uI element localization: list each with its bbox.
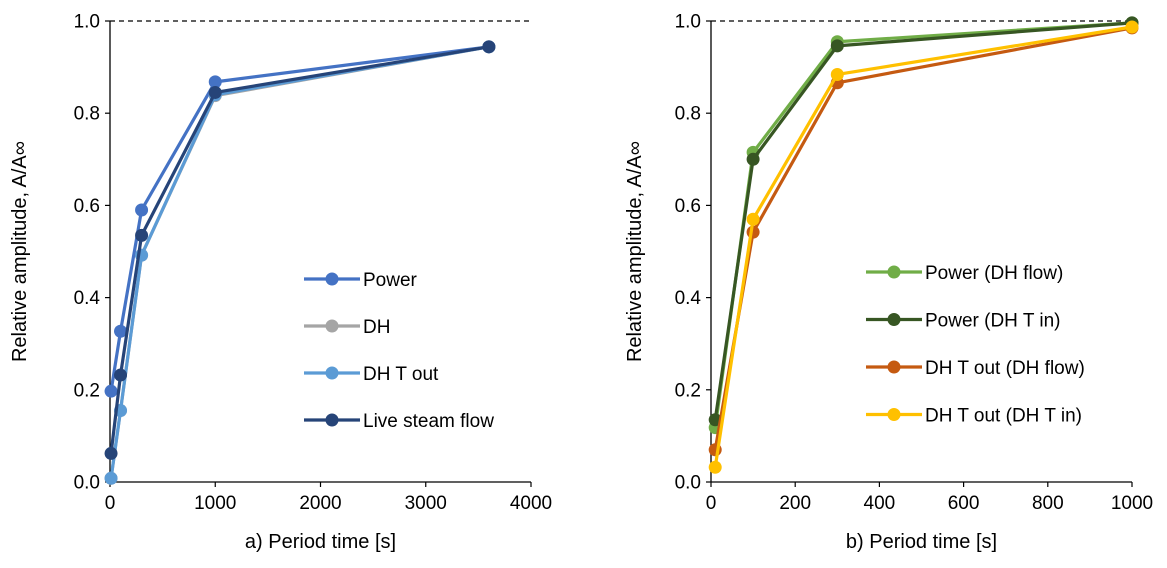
y-tick-label: 0.4: [675, 288, 702, 309]
chart-panel-a: 0.0 0.2 0.4 0.6 0.8 1.0 0 1000 2000 3000 4000 a) Pe…: [9, 12, 552, 554]
legend-swatch-marker: [887, 313, 901, 326]
y-tick-label: 1.0: [74, 12, 100, 33]
data-point: [830, 39, 844, 53]
x-axis-label: a) Period time [s]: [245, 531, 396, 553]
y-tick-label: 0.8: [74, 104, 100, 125]
legend-swatch-marker: [325, 366, 339, 380]
data-point: [708, 460, 722, 474]
series-dh-t-out-dh-t-in: [708, 20, 1139, 474]
series-power: [104, 40, 496, 398]
x-tick-label: 1000: [1111, 493, 1153, 514]
x-axis-label: b) Period time [s]: [846, 531, 997, 553]
legend-swatch-marker: [325, 319, 339, 333]
y-tick-label: 0.0: [675, 473, 701, 494]
series-line: [109, 45, 490, 454]
data-point: [746, 212, 760, 226]
data-point: [135, 228, 149, 242]
x-tick-label: 600: [948, 493, 980, 514]
y-tick-label: 1.0: [675, 12, 701, 33]
x-tick-label: 800: [1032, 493, 1064, 514]
y-tick-label: 0.2: [74, 380, 100, 401]
legend: Power DH DH T out Live steam flow: [304, 270, 494, 432]
x-tick-label: 400: [864, 493, 896, 514]
data-point: [746, 152, 760, 166]
data-point: [114, 324, 128, 338]
legend-label: DH T out: [363, 364, 439, 385]
y-tick-label: 0.6: [74, 196, 100, 217]
x-tick-label: 2000: [299, 493, 341, 514]
legend-label: Live steam flow: [363, 411, 494, 432]
y-tick-label: 0.2: [675, 380, 701, 401]
data-point: [114, 368, 128, 382]
series-line: [713, 26, 1133, 451]
x-tick-label: 200: [779, 493, 811, 514]
legend-swatch-marker: [325, 413, 339, 427]
x-tick-label: 0: [105, 493, 116, 514]
legend-label: DH T out (DH T in): [925, 406, 1082, 427]
legend-label: Power (DH flow): [925, 263, 1063, 284]
legend-swatch-marker: [887, 408, 901, 421]
series-line: [713, 21, 1133, 420]
data-point: [830, 67, 844, 81]
x-tick-label: 0: [706, 493, 717, 514]
legend-swatch-marker: [887, 360, 901, 374]
legend: Power (DH flow) Power (DH T in) DH T out (…: [866, 263, 1085, 427]
series-dh-t-out-dh-flow: [708, 21, 1139, 457]
x-tick-label: 1000: [194, 493, 236, 514]
y-tick-label: 0.8: [675, 104, 701, 125]
legend-label: Power: [363, 270, 418, 291]
x-tick-label: 3000: [405, 493, 447, 514]
data-point: [1125, 20, 1139, 34]
data-point: [104, 384, 118, 398]
legend-swatch-marker: [887, 265, 901, 279]
series-live-steam-flow: [104, 40, 496, 460]
data-point: [208, 85, 222, 99]
legend-label: DH: [363, 317, 390, 338]
y-axis-label: Relative amplitude, A/A∞: [624, 141, 646, 362]
y-axis-label: Relative amplitude, A/A∞: [9, 141, 31, 362]
data-point: [482, 40, 496, 54]
x-tick-label: 4000: [510, 493, 552, 514]
y-tick-label: 0.4: [74, 288, 101, 309]
legend-label: DH T out (DH flow): [925, 358, 1085, 379]
series-line: [109, 45, 490, 392]
data-point: [208, 75, 222, 89]
chart-panel-b: 0.0 0.2 0.4 0.6 0.8 1.0 0 200 400 600 800 1000 b) Pe…: [624, 12, 1153, 554]
y-tick-label: 0.6: [675, 196, 701, 217]
series-line: [713, 25, 1133, 468]
data-point: [104, 471, 118, 485]
data-point: [104, 446, 118, 460]
legend-label: Power (DH T in): [925, 311, 1061, 332]
y-tick-label: 0.0: [74, 473, 100, 494]
data-point: [135, 203, 149, 217]
legend-swatch-marker: [325, 272, 339, 286]
